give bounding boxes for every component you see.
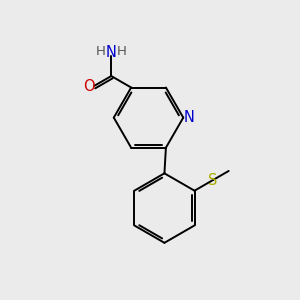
Text: H: H bbox=[117, 44, 127, 58]
Text: O: O bbox=[83, 79, 94, 94]
Text: S: S bbox=[208, 172, 218, 188]
Text: H: H bbox=[96, 44, 106, 58]
Text: N: N bbox=[106, 45, 117, 60]
Text: N: N bbox=[183, 110, 194, 125]
